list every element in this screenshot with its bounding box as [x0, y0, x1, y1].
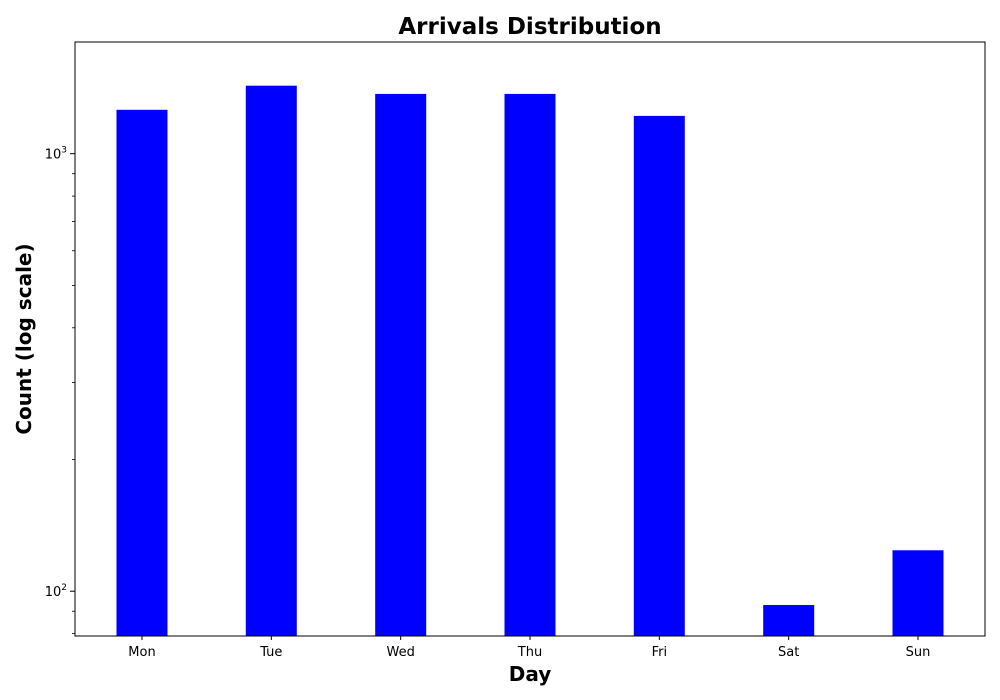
x-tick-label: Sat [778, 645, 799, 660]
bar-mon [116, 109, 168, 637]
chart-title: Arrivals Distribution [398, 14, 661, 40]
bar-fri [633, 115, 685, 636]
x-tick-label: Tue [259, 645, 282, 660]
bar-thu [504, 93, 556, 636]
x-tick-label: Wed [386, 645, 414, 660]
x-tick-label: Thu [517, 645, 542, 660]
bar-series [116, 85, 944, 637]
bar-wed [375, 93, 427, 636]
x-tick-label: Fri [652, 645, 668, 660]
x-tick-label: Sun [906, 645, 931, 660]
bar-sun [892, 550, 944, 636]
bar-tue [245, 85, 297, 636]
x-axis-label: Day [509, 662, 552, 686]
bar-sat [763, 605, 815, 636]
y-tick-label: 103 [45, 146, 67, 163]
plot-frame [74, 41, 986, 637]
y-axis-label: Count (log scale) [12, 243, 36, 434]
y-axis-ticks: 102 103 [45, 146, 75, 635]
x-tick-label: Mon [128, 645, 155, 660]
x-axis-ticks: Mon Tue Wed Thu Fri Sat Sun [128, 636, 930, 660]
y-tick-label: 102 [45, 583, 67, 600]
